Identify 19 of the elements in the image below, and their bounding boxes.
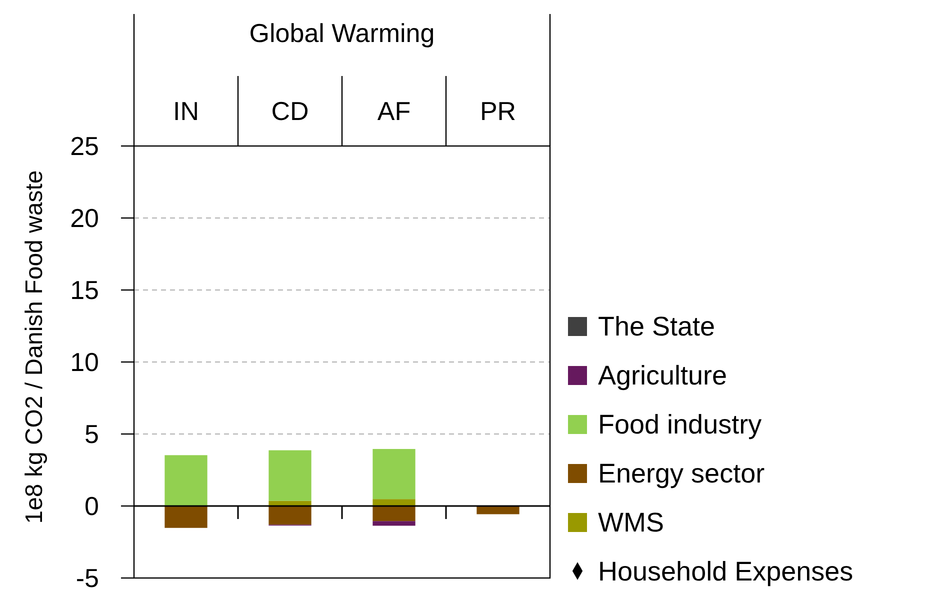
y-axis-title: 1e8 kg CO2 / Danish Food waste xyxy=(21,170,48,524)
legend-label: Energy sector xyxy=(598,458,765,488)
legend-label: Household Expenses xyxy=(598,556,854,586)
y-tick-label: -5 xyxy=(76,563,99,594)
legend-label: Agriculture xyxy=(598,360,728,390)
legend-label: Food industry xyxy=(598,409,762,440)
y-tick-label: 20 xyxy=(70,203,99,234)
x-tick-label: AF xyxy=(377,96,411,126)
y-tick-label: 5 xyxy=(84,419,99,450)
y-tick-label: 15 xyxy=(70,275,99,306)
legend-label: WMS xyxy=(598,507,664,538)
chart-title: Global Warming xyxy=(249,18,435,48)
y-tick-label: 25 xyxy=(70,131,99,162)
y-tick-label: 10 xyxy=(70,347,99,378)
x-tick-label: PR xyxy=(480,96,516,126)
legend-label: The State xyxy=(598,311,716,342)
x-tick-label: CD xyxy=(271,96,309,126)
x-tick-label: IN xyxy=(173,96,199,126)
y-tick-label: 0 xyxy=(84,491,99,522)
